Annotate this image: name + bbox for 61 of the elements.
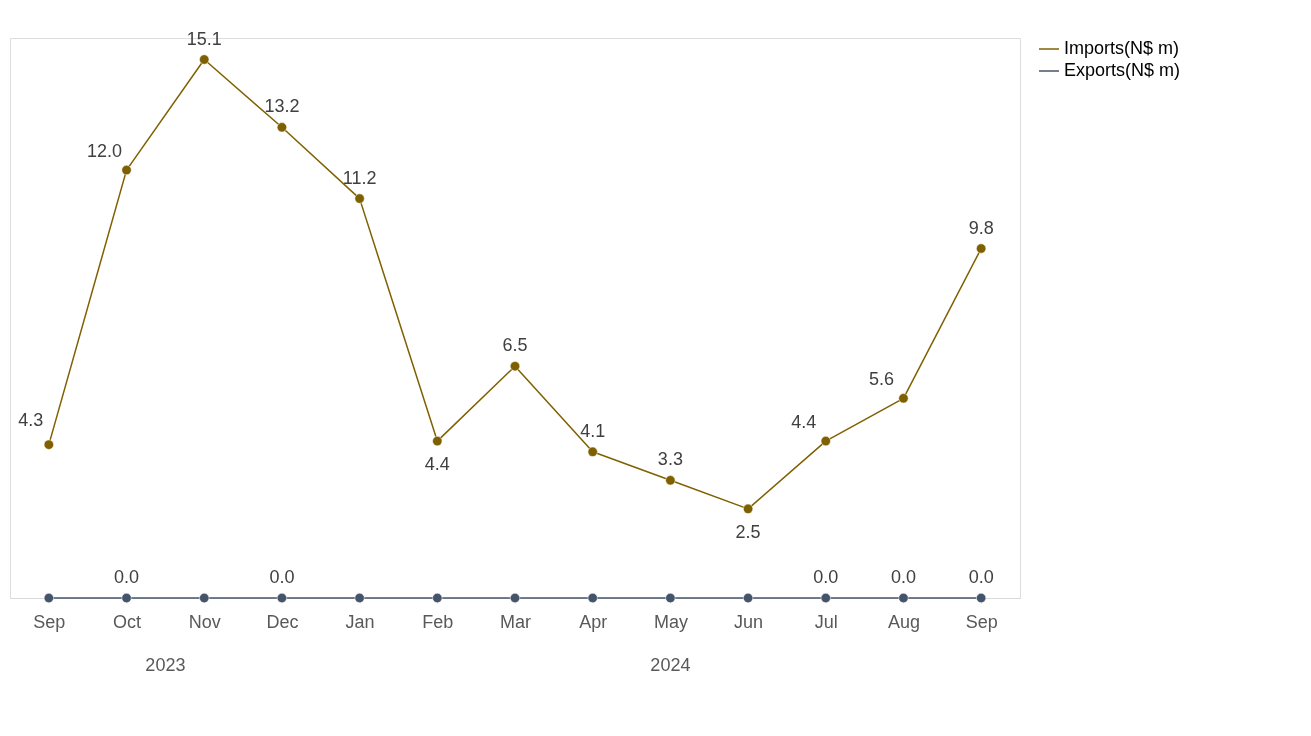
data-label: 5.6	[868, 369, 894, 390]
x-tick-label: Mar	[500, 611, 531, 632]
x-tick-label: Jun	[734, 611, 764, 632]
text: 2024	[650, 655, 691, 675]
point	[898, 593, 909, 603]
point	[665, 475, 676, 486]
point	[121, 165, 132, 176]
point	[199, 54, 210, 65]
x-tick-label: Nov	[188, 611, 221, 632]
point	[432, 436, 443, 447]
data-label: 9.8	[968, 217, 994, 238]
data-label: 4.1	[580, 420, 606, 441]
x-tick-label: Jul	[814, 611, 838, 632]
x-tick-label: Jan	[345, 611, 375, 632]
legend-label: Imports(N$ m)	[1064, 38, 1180, 58]
x-tick-label: May	[653, 611, 688, 632]
data-label: 3.3	[657, 449, 683, 470]
data-label: 0.0	[890, 567, 916, 587]
text: 2023	[145, 655, 186, 675]
x-tick-label: Apr	[579, 611, 608, 632]
point	[276, 122, 287, 133]
data-label: 15.1	[186, 28, 222, 49]
point	[354, 193, 365, 204]
point	[820, 436, 831, 447]
data-label: 2.5	[735, 521, 761, 542]
x-tick-label: Oct	[113, 611, 142, 632]
point	[820, 593, 831, 603]
x-tick-label: Aug	[887, 611, 920, 632]
data-label: 0.0	[269, 567, 295, 587]
point	[743, 593, 754, 603]
point	[743, 503, 754, 514]
data-label: 4.4	[791, 412, 817, 433]
point	[43, 439, 54, 450]
point	[199, 593, 210, 603]
point	[587, 593, 598, 603]
point	[354, 593, 365, 603]
point	[976, 243, 987, 254]
data-label: 12.0	[87, 141, 123, 162]
data-label: 11.2	[342, 167, 377, 188]
data-label: 0.0	[114, 567, 140, 587]
point	[432, 593, 443, 603]
x-tick-label: Dec	[266, 611, 299, 632]
point	[510, 361, 520, 372]
point	[276, 593, 287, 603]
data-label: 6.5	[502, 335, 528, 356]
point	[587, 446, 598, 457]
point	[510, 593, 520, 603]
legend-label: Exports(N$ m)	[1064, 60, 1181, 80]
data-label: 0.0	[813, 567, 839, 587]
point	[665, 593, 676, 603]
x-tick-label: Sep	[33, 611, 66, 632]
data-label: 0.0	[968, 567, 994, 587]
point	[43, 593, 54, 603]
data-label: 4.4	[424, 454, 450, 475]
point	[976, 593, 987, 603]
data-label: 4.3	[18, 409, 44, 430]
x-tick-label: Feb	[422, 611, 454, 632]
x-tick-label: Sep	[965, 611, 998, 632]
point	[898, 393, 909, 404]
point	[121, 593, 132, 603]
data-label: 13.2	[264, 96, 300, 117]
